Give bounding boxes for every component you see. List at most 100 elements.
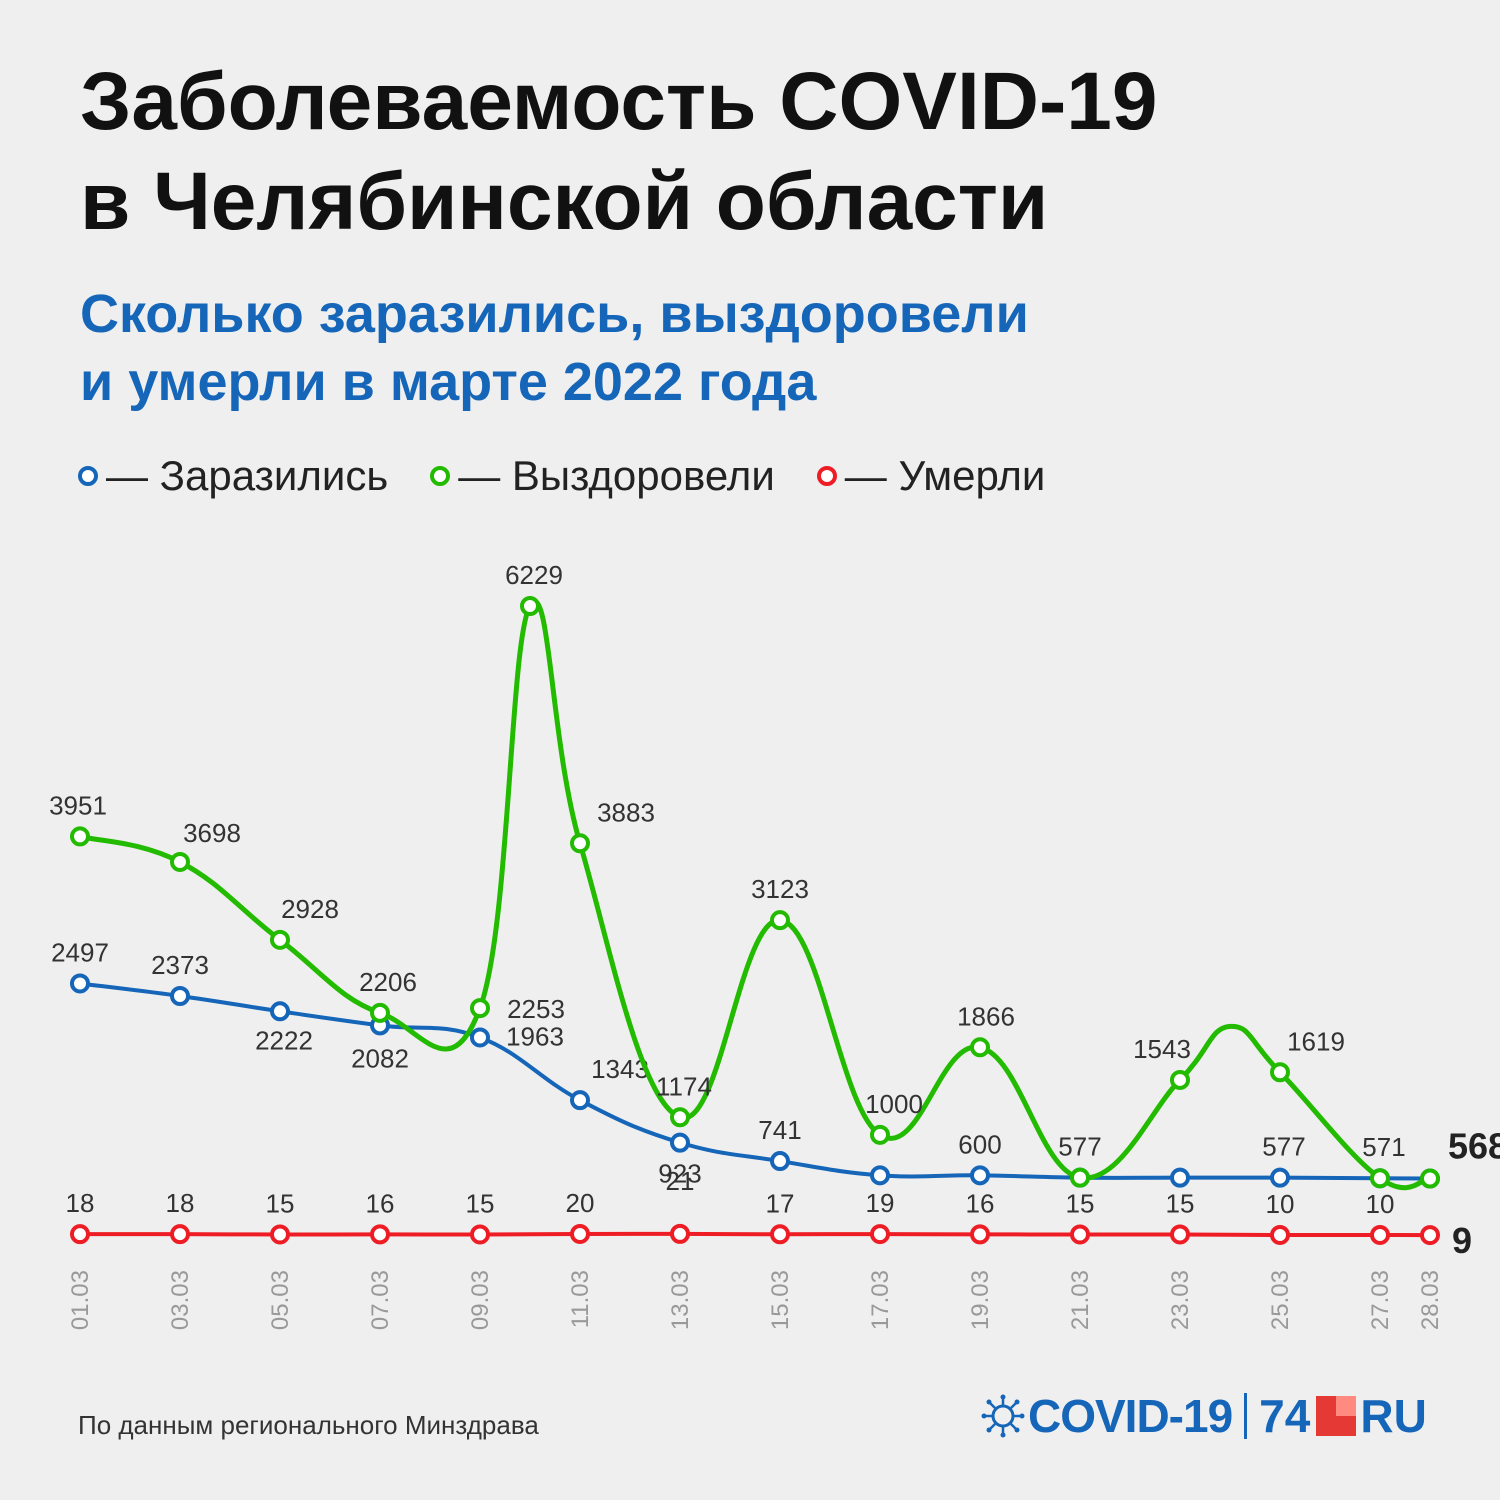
data-label: 19 (866, 1188, 895, 1218)
data-label: 3951 (49, 790, 107, 820)
chart-legend: — Заразились — Выздоровели — Умерли (78, 448, 1087, 504)
legend-item-deaths: — Умерли (816, 452, 1046, 500)
x-tick-label: 25.03 (1267, 1270, 1294, 1330)
data-point (1270, 1062, 1290, 1083)
data-label: 16 (366, 1188, 395, 1218)
data-label: 2222 (255, 1025, 313, 1055)
data-label: 10 (1266, 1189, 1295, 1219)
x-tick-label: 21.03 (1067, 1270, 1094, 1330)
data-label: 17 (766, 1188, 795, 1218)
data-label: 2497 (51, 937, 109, 967)
data-point (870, 1165, 890, 1186)
virus-icon (981, 1394, 1025, 1438)
data-point (670, 1223, 690, 1244)
data-label: 577 (1262, 1132, 1305, 1162)
x-tick-label: 01.03 (67, 1270, 94, 1330)
data-point (1170, 1167, 1190, 1188)
data-point (70, 826, 90, 847)
data-point (170, 985, 190, 1006)
data-point (1070, 1224, 1090, 1245)
data-label: 1174 (656, 1071, 712, 1101)
data-point (670, 1132, 690, 1153)
data-label: 2082 (351, 1043, 409, 1073)
data-label: 6229 (505, 560, 563, 590)
data-point (170, 851, 190, 872)
legend-marker-infected (78, 466, 98, 486)
legend-marker-deaths (816, 466, 837, 486)
data-point (170, 1224, 190, 1245)
data-point (370, 1002, 390, 1023)
data-label: 1963 (506, 1021, 564, 1051)
data-label: 16 (966, 1188, 995, 1218)
data-point (1370, 1168, 1390, 1189)
data-point (470, 1224, 490, 1245)
data-point (270, 1224, 290, 1245)
data-label: 1619 (1287, 1026, 1345, 1056)
data-label: 15 (266, 1188, 295, 1218)
data-label: 18 (166, 1188, 195, 1218)
data-point (270, 929, 290, 950)
data-point (470, 998, 490, 1019)
data-point (870, 1224, 890, 1245)
data-point (270, 1001, 290, 1022)
data-label: 2206 (359, 967, 417, 997)
data-label: 568 (1448, 1126, 1500, 1167)
data-label: 15 (1166, 1188, 1195, 1218)
data-point (1270, 1167, 1290, 1188)
data-label: 18 (66, 1188, 95, 1218)
series-line-0 (78, 981, 1432, 1181)
data-label: 2373 (151, 950, 209, 980)
x-tick-label: 07.03 (367, 1270, 394, 1330)
x-tick-label: 17.03 (867, 1270, 894, 1330)
data-label: 20 (566, 1188, 595, 1218)
data-label: 3698 (183, 818, 241, 848)
x-tick-label: 19.03 (967, 1270, 994, 1330)
brand-square-icon (1316, 1396, 1357, 1436)
data-point (1370, 1224, 1390, 1245)
brand-logo: COVID-19 74 RU (980, 1386, 1427, 1446)
data-label: 2253 (507, 994, 565, 1024)
data-point (520, 596, 540, 616)
source-note: По данным регионального Минздрава (78, 1410, 539, 1440)
data-label: 21 (666, 1166, 695, 1196)
title-line-2: в Челябинской области (80, 156, 1049, 247)
data-label: 1543 (1133, 1034, 1191, 1064)
brand-divider (1244, 1393, 1248, 1439)
legend-label-recovered: — Выздоровели (458, 452, 775, 499)
x-tick-label: 11.03 (567, 1270, 594, 1328)
data-point (1170, 1069, 1190, 1090)
data-label: 3883 (597, 797, 655, 827)
data-label: 577 (1058, 1132, 1101, 1162)
data-point (570, 1090, 590, 1111)
data-label: 10 (1366, 1189, 1395, 1219)
data-point (970, 1165, 990, 1186)
legend-label-infected: — Заразились (106, 452, 389, 499)
data-point (970, 1037, 990, 1058)
x-tick-label: 09.03 (467, 1270, 494, 1330)
data-point (1170, 1224, 1190, 1245)
title-line-1: Заболеваемость COVID-19 (80, 56, 1158, 147)
data-point (1420, 1225, 1440, 1246)
data-label: 600 (958, 1129, 1001, 1159)
data-point (70, 973, 90, 994)
x-tick-label: 28.03 (1417, 1270, 1444, 1330)
data-point (570, 1223, 590, 1244)
data-point (770, 1151, 790, 1172)
data-point (570, 833, 590, 854)
data-point (370, 1224, 390, 1245)
x-tick-label: 13.03 (667, 1270, 694, 1330)
legend-label-deaths: — Умерли (844, 452, 1046, 499)
data-label: 741 (758, 1115, 801, 1145)
data-point (770, 1224, 790, 1245)
brand-ru-text: RU (1360, 1390, 1427, 1442)
data-point (1070, 1167, 1090, 1188)
data-label: 15 (1066, 1188, 1095, 1218)
data-label: 1866 (957, 1001, 1015, 1031)
data-label: 923 (658, 1159, 701, 1189)
x-tick-label: 23.03 (1167, 1270, 1194, 1330)
legend-item-recovered: — Выздоровели (430, 452, 775, 500)
data-point (770, 910, 790, 931)
data-point (870, 1124, 890, 1145)
page-title: Заболеваемость COVID-19 в Челябинской об… (80, 52, 1158, 252)
